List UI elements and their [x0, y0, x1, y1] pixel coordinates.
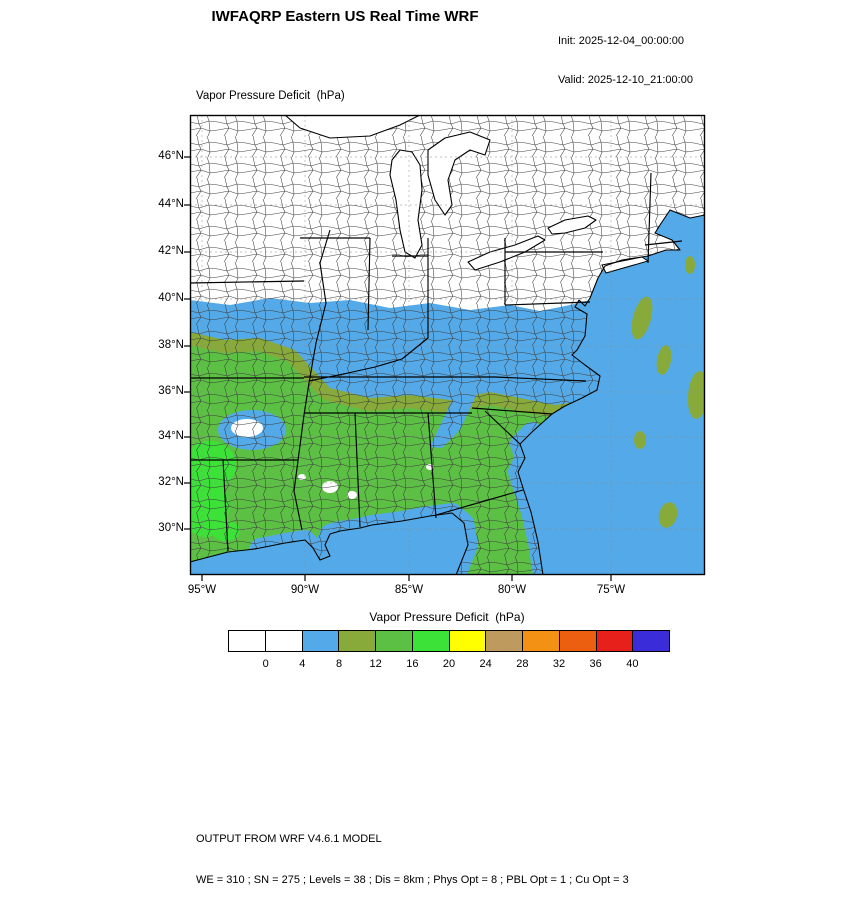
colorbar-tick-label: 16	[406, 658, 419, 670]
model-config-line: WE = 310 ; SN = 275 ; Levels = 38 ; Dis …	[196, 873, 629, 886]
colorbar-tick-label: 28	[516, 658, 529, 670]
colorbar-cell	[375, 631, 412, 651]
colorbar-cell	[595, 631, 633, 651]
colorbar-title: Vapor Pressure Deficit (hPa)	[369, 610, 525, 624]
lon-tick-label: 80°W	[497, 584, 527, 596]
map-panel: 46°N 44°N 42°N 40°N 38°N 36°N 34°N 32°N 30°N 95°W…	[158, 114, 706, 596]
colorbar-cell	[301, 631, 339, 651]
lat-tick-label: 40°N	[158, 292, 184, 304]
model-info-footer: OUTPUT FROM WRF V4.6.1 MODEL WE = 310 ; …	[196, 806, 629, 914]
colorbar-tick-label: 36	[589, 658, 602, 670]
lake-michigan	[389, 149, 423, 259]
lon-tick-label: 75°W	[596, 584, 626, 596]
lake-erie	[467, 235, 546, 271]
colorbar-cell	[448, 631, 486, 651]
lon-tick-label: 85°W	[394, 584, 424, 596]
state-borders	[190, 172, 683, 552]
gulf-of-mexico	[190, 513, 468, 575]
valid-time: Valid: 2025-12-10_21:00:00	[558, 74, 693, 86]
colorbar-cells	[228, 630, 670, 652]
great-lakes	[284, 115, 597, 271]
colorbar-tick-label: 32	[552, 658, 566, 670]
lake-ontario	[547, 215, 597, 235]
lat-tick-label: 38°N	[158, 339, 184, 351]
lon-tick-label: 95°W	[187, 584, 217, 596]
graticule	[190, 115, 705, 575]
map-frame	[189, 114, 706, 576]
lat-tick-label: 46°N	[158, 150, 184, 162]
colorbar-tick-label: 0	[262, 658, 269, 670]
colorbar-cell	[632, 631, 669, 651]
lon-tick-label: 90°W	[290, 584, 320, 596]
lat-tick-label: 44°N	[158, 198, 184, 210]
colorbar-tick-label: 40	[626, 658, 639, 670]
lat-tick-label: 36°N	[158, 385, 184, 397]
colorbar-cell	[522, 631, 559, 651]
wrf-vpd-map	[184, 114, 706, 581]
colorbar-tick-label: 12	[369, 658, 382, 670]
colorbar-cell	[338, 631, 375, 651]
colorbar-cell	[229, 631, 265, 651]
colorbar-cell	[485, 631, 522, 651]
run-times: Init: 2025-12-04_00:00:00 Valid: 2025-12…	[558, 9, 693, 113]
colorbar-tick-label: 8	[335, 658, 343, 670]
page-title: IWFAQRP Eastern US Real Time WRF	[211, 8, 479, 25]
lat-tick-label: 42°N	[158, 245, 184, 257]
lake-superior	[284, 115, 421, 139]
lat-tick-label: 32°N	[158, 476, 184, 488]
colorbar-tick-label: 20	[442, 658, 456, 670]
colorbar-cell	[558, 631, 596, 651]
colorbar-cell	[264, 631, 302, 651]
colorbar-cell	[411, 631, 449, 651]
colorbar: 0 4 8 12 16 20 24 28 32 36 40	[228, 630, 670, 690]
lat-tick-label: 30°N	[158, 522, 184, 534]
lake-huron	[427, 131, 491, 216]
map-field-label: Vapor Pressure Deficit (hPa)	[196, 90, 345, 102]
model-output-line: OUTPUT FROM WRF V4.6.1 MODEL	[196, 833, 382, 845]
lat-tick-label: 34°N	[158, 430, 184, 442]
axis-ticks	[184, 156, 612, 581]
colorbar-tick-label: 4	[299, 658, 306, 670]
coastline	[190, 209, 705, 575]
init-time: Init: 2025-12-04_00:00:00	[558, 35, 684, 47]
colorbar-tick-label: 24	[479, 658, 492, 670]
atlantic-ocean	[518, 210, 705, 575]
gulf-stream-vpd-8-12-patches	[631, 256, 705, 528]
